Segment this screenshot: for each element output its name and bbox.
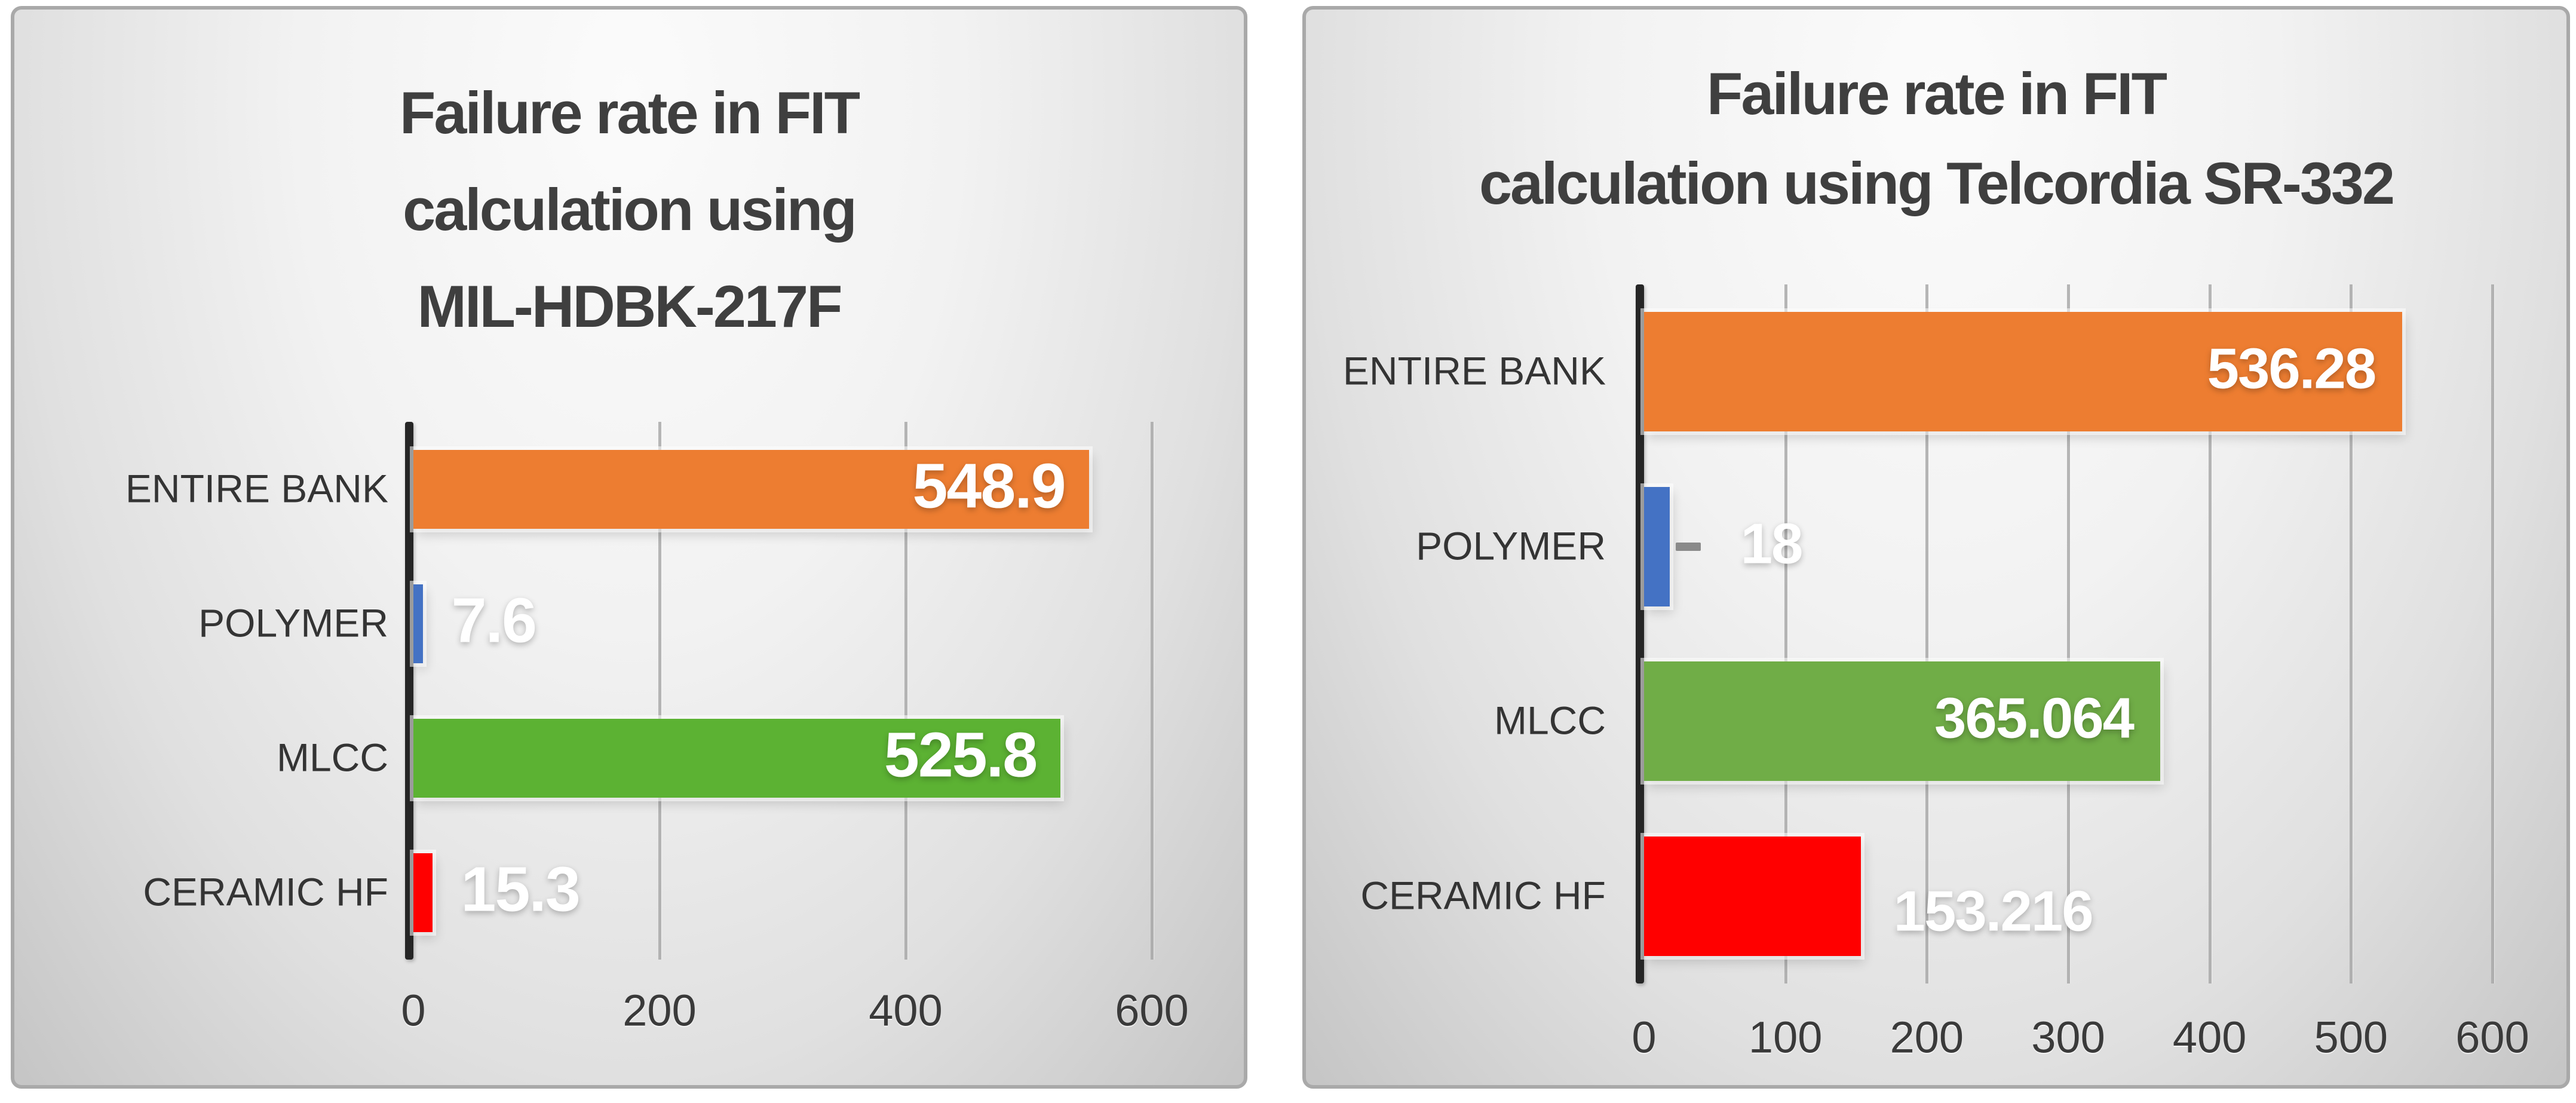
gridline	[2208, 284, 2212, 983]
bar-entire-bank	[1644, 312, 2403, 432]
gridline	[1151, 422, 1154, 960]
category-label: POLYMER	[1416, 523, 1606, 568]
chart-title-line: MIL-HDBK-217F	[417, 273, 842, 339]
chart-title: Failure rate in FIT calculation using MIL-…	[14, 65, 1244, 355]
gridline	[2350, 284, 2353, 983]
y-axis-line	[1636, 284, 1644, 983]
x-axis-tick-label: 400	[2172, 1012, 2247, 1062]
x-axis-tick-label: 0	[401, 985, 426, 1035]
plot-area: 0 200 400 600 ENTIRE BANK 548.9 POLYMER 7.6 MLCC…	[125, 422, 1189, 1035]
x-axis-tick-label: 500	[2314, 1012, 2388, 1062]
bar-mlcc	[1644, 661, 2160, 782]
y-axis-line	[405, 422, 413, 960]
category-label: CERAMIC HF	[1360, 873, 1606, 918]
gridline	[2491, 284, 2494, 983]
value-label: 153.216	[1893, 879, 2094, 943]
x-axis-tick-label: 0	[1632, 1012, 1657, 1062]
bar-polymer	[413, 584, 423, 663]
category-label: MLCC	[276, 734, 388, 779]
x-axis-tick-label: 400	[869, 985, 943, 1035]
x-axis-tick-label: 200	[622, 985, 697, 1035]
chart-panel-mil-hdbk-217f: Failure rate in FIT calculation using MIL-…	[11, 6, 1247, 1089]
x-axis-tick-label: 300	[2031, 1012, 2105, 1062]
gridline	[2067, 284, 2070, 983]
gridline	[904, 422, 907, 960]
bar-ceramic-hf	[1644, 836, 1861, 956]
x-axis-tick-label: 600	[2455, 1012, 2529, 1062]
x-axis-tick-label: 200	[1890, 1012, 1964, 1062]
value-label: 525.8	[884, 719, 1038, 791]
category-label: ENTIRE BANK	[125, 465, 388, 510]
bar-entire-bank	[413, 449, 1089, 529]
category-label: CERAMIC HF	[143, 869, 388, 914]
value-label: 536.28	[2207, 336, 2377, 401]
value-label-leader-dash	[1675, 542, 1701, 551]
chart-title-line: calculation using	[403, 176, 857, 243]
category-label: POLYMER	[198, 600, 388, 645]
category-label: ENTIRE BANK	[1342, 348, 1606, 393]
chart-title: Failure rate in FIT calculation using Tel…	[1306, 49, 2566, 228]
category-label: MLCC	[1494, 698, 1606, 743]
chart-title-line: Failure rate in FIT	[399, 79, 860, 146]
chart-title-line: Failure rate in FIT	[1706, 60, 2167, 127]
chart-panel-telcordia-sr-332: Failure rate in FIT calculation using Tel…	[1302, 6, 2570, 1089]
chart-title-line: calculation using Telcordia SR-332	[1479, 150, 2395, 216]
value-label: 548.9	[912, 451, 1066, 522]
bar-ceramic-hf	[413, 853, 433, 932]
x-axis-tick-label: 600	[1115, 985, 1189, 1035]
gridline	[1784, 284, 1787, 983]
bar-polymer	[1644, 486, 1670, 606]
gridline	[1925, 284, 1929, 983]
x-axis-tick-label: 100	[1748, 1012, 1823, 1062]
value-label: 365.064	[1934, 686, 2135, 750]
value-label: 15.3	[461, 854, 581, 925]
value-label: 7.6	[451, 585, 537, 656]
gridline	[658, 422, 661, 960]
plot-area: 0 100 200 300 400 500 600 ENTIRE BANK 536.28 POLY…	[1343, 284, 2529, 1062]
value-label: 18	[1740, 511, 1804, 576]
bar-mlcc	[413, 718, 1061, 798]
